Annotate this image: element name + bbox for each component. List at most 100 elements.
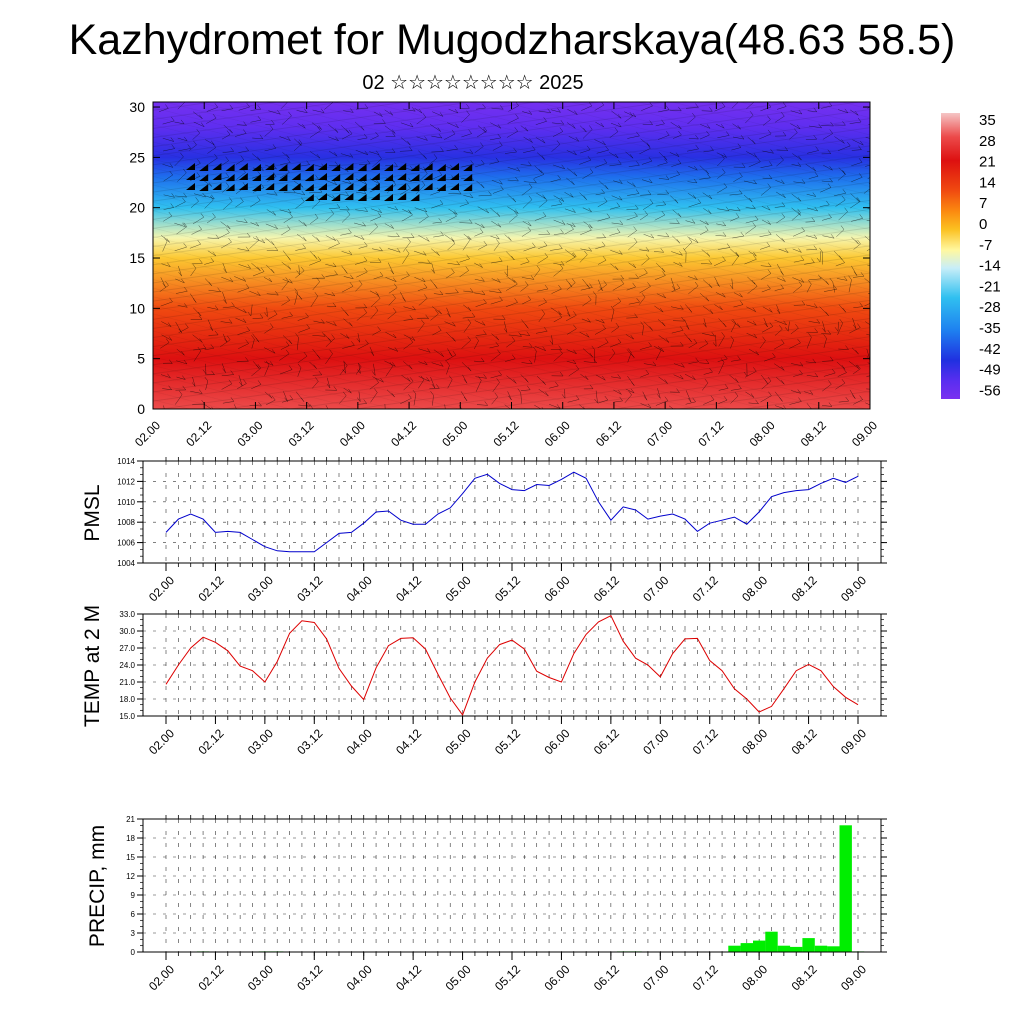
wind-barb <box>609 127 619 138</box>
wind-barb <box>654 305 664 313</box>
wind-barb <box>520 257 530 265</box>
wind-barb <box>807 107 818 113</box>
wind-barb <box>627 131 640 139</box>
wind-barb <box>443 129 456 140</box>
wind-barb <box>640 369 650 378</box>
wind-barb <box>312 108 325 114</box>
wind-barb <box>298 324 311 333</box>
wind-barb <box>534 165 542 174</box>
wind-barb <box>297 363 302 377</box>
wind-barb <box>639 293 646 305</box>
cross-section-y-axis: 0 5 10 15 20 25 30 <box>129 99 870 417</box>
wind-barb <box>279 208 292 214</box>
y-tick-label: 1014 <box>117 457 135 466</box>
wind-barb <box>474 290 486 295</box>
wind-barb <box>837 318 843 335</box>
wind-barb <box>657 388 661 399</box>
wind-barb <box>341 210 351 223</box>
precip-bar <box>790 946 803 952</box>
wind-barb <box>583 221 593 229</box>
wind-barb <box>325 262 337 268</box>
wind-barb <box>805 163 816 172</box>
x-tick-label: 04.12 <box>393 726 424 757</box>
wind-barb <box>310 251 318 259</box>
wind-barb <box>853 395 863 405</box>
wind-barb <box>791 208 801 221</box>
wind-barb <box>177 136 188 142</box>
wind-pennant <box>304 174 314 181</box>
wind-barb <box>553 264 564 277</box>
wind-barb <box>550 174 562 183</box>
wind-barb <box>220 221 231 230</box>
wind-barb <box>175 390 183 405</box>
y-tick-label: 18.0 <box>119 695 135 704</box>
y-tick-label: 33.0 <box>119 610 135 619</box>
wind-barb <box>506 279 518 291</box>
wind-barb <box>748 399 759 405</box>
wind-barb <box>717 131 730 139</box>
wind-barb <box>565 305 571 317</box>
wind-barb <box>447 348 453 357</box>
wind-barb <box>785 321 790 332</box>
wind-barb <box>702 331 716 337</box>
wind-barb <box>610 122 622 128</box>
wind-barb <box>822 380 832 392</box>
wind-barb <box>566 359 577 365</box>
wind-barb <box>491 278 501 283</box>
wind-barb <box>370 131 379 141</box>
precip-bar <box>740 943 753 952</box>
x-tick-label: 05.00 <box>439 418 470 449</box>
wind-barb <box>823 285 838 292</box>
x-tick-label: 02.00 <box>146 573 177 604</box>
wind-barb <box>369 150 380 156</box>
wind-barb <box>431 147 444 153</box>
wind-barb <box>369 346 375 356</box>
wind-barb <box>417 319 425 333</box>
wind-barb <box>595 374 606 381</box>
wind-barb <box>793 281 803 293</box>
wind-pennant <box>344 163 354 170</box>
wind-pennant <box>436 184 446 191</box>
x-tick-label: 08.12 <box>789 573 820 604</box>
wind-barb <box>673 261 683 267</box>
wind-pennant <box>331 164 341 171</box>
wind-barb <box>747 136 756 145</box>
wind-barb <box>295 197 305 209</box>
wind-pennant <box>212 163 222 170</box>
wind-pennant <box>304 164 314 171</box>
wind-barb <box>836 225 845 237</box>
wind-barb <box>580 247 593 252</box>
wind-barb <box>204 344 215 351</box>
wind-barb <box>838 304 846 313</box>
wind-barb <box>444 404 446 409</box>
wind-barb <box>162 116 175 125</box>
wind-barb <box>642 120 654 125</box>
wind-barb <box>388 347 399 352</box>
wind-pennant <box>357 194 367 201</box>
wind-barb <box>730 319 736 333</box>
x-tick-label: 07.12 <box>690 573 721 604</box>
wind-pennant <box>265 173 275 180</box>
wind-barb <box>865 321 870 326</box>
x-tick-label: 08.12 <box>789 962 820 993</box>
wind-barb <box>325 405 329 409</box>
wind-barb <box>564 225 574 235</box>
wind-barb <box>445 268 455 279</box>
wind-barb <box>553 313 563 323</box>
wind-pennant <box>318 193 327 200</box>
wind-barb <box>283 391 288 402</box>
wind-barb <box>208 153 218 165</box>
wind-barb <box>357 391 361 403</box>
wind-barb <box>430 279 438 289</box>
wind-barb <box>641 178 653 184</box>
wind-barb <box>162 359 173 364</box>
wind-barb <box>177 168 187 182</box>
wind-barb <box>628 274 640 279</box>
wind-barb <box>461 336 472 349</box>
wind-barb <box>207 143 217 154</box>
wind-pennant <box>370 163 380 170</box>
wind-barb <box>613 179 623 184</box>
wind-barb <box>223 197 233 210</box>
precip-bar <box>777 945 791 952</box>
wind-pennant <box>318 163 327 170</box>
